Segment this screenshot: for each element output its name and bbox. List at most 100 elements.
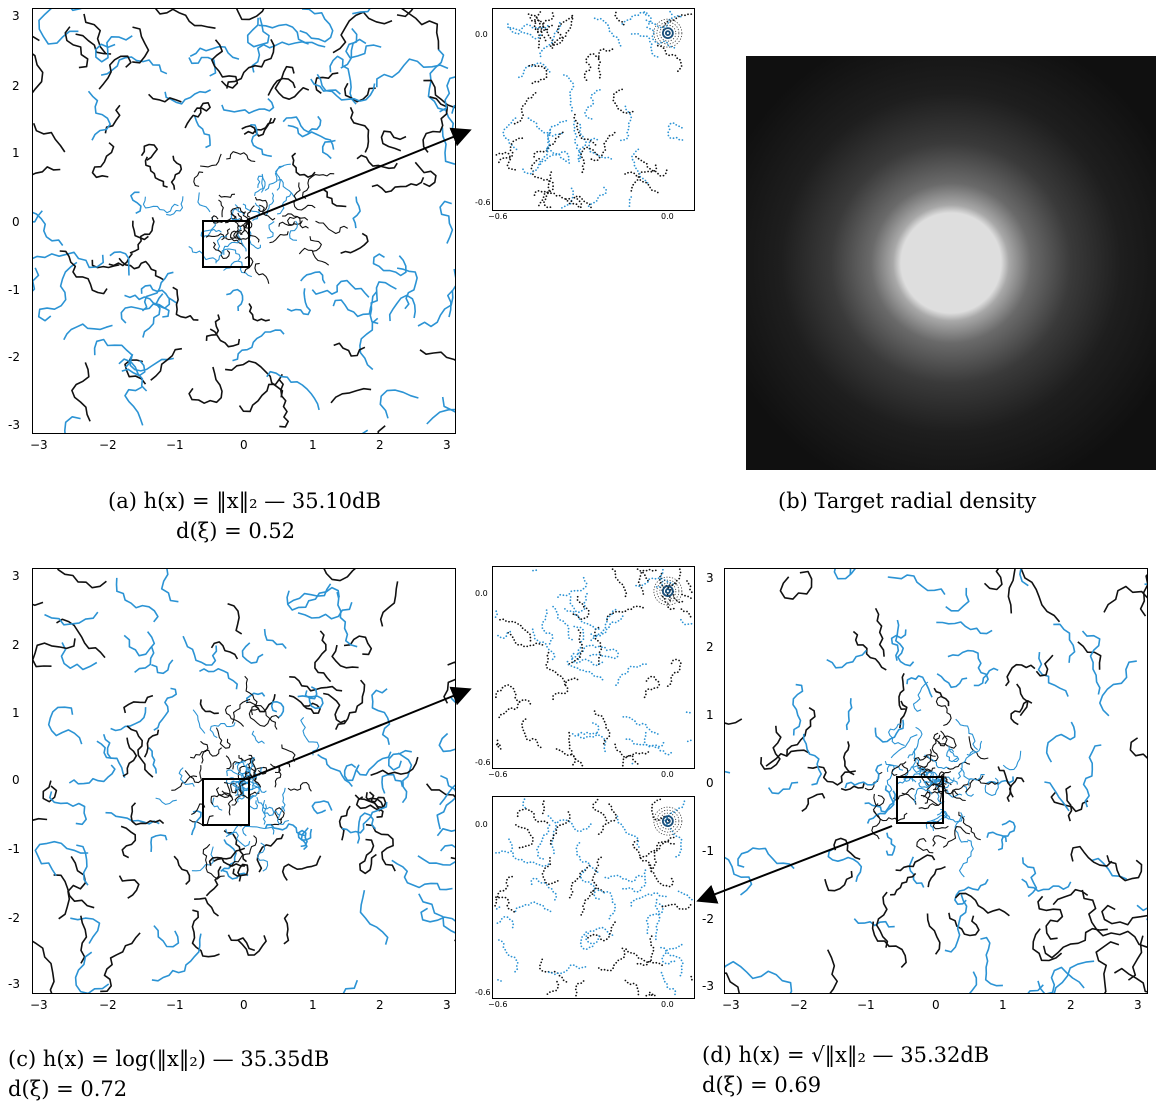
sample-dot xyxy=(579,641,581,644)
sample-dot xyxy=(535,169,537,172)
sample-dot xyxy=(495,852,497,854)
sample-dot xyxy=(571,16,573,19)
sample-dot xyxy=(633,742,635,745)
sample-dot xyxy=(613,875,616,877)
sample-dot xyxy=(579,130,581,132)
sample-dot xyxy=(549,860,551,862)
sample-dot xyxy=(567,663,570,666)
sample-dot xyxy=(508,157,511,159)
sample-dot xyxy=(593,159,596,162)
sample-dot xyxy=(550,192,552,195)
curve-segment xyxy=(359,838,377,875)
sample-dot xyxy=(534,19,536,21)
sample-dot xyxy=(562,120,564,123)
curve-segment xyxy=(63,323,113,341)
sample-dot xyxy=(650,17,652,19)
sample-dot xyxy=(647,916,649,919)
curve-segment xyxy=(886,764,904,772)
sample-dot xyxy=(651,189,653,192)
sample-dot xyxy=(592,890,594,892)
sample-dot xyxy=(581,659,584,661)
curve-segment xyxy=(251,730,265,744)
sample-dot xyxy=(547,134,549,136)
sample-dot xyxy=(597,55,600,57)
sample-dot xyxy=(590,633,593,635)
sample-dot xyxy=(536,639,539,642)
sample-dot xyxy=(551,12,554,14)
sample-dot xyxy=(654,569,657,572)
sample-dot xyxy=(675,835,678,838)
sample-dot xyxy=(518,906,521,909)
curve-segment xyxy=(1019,569,1029,587)
sample-dot xyxy=(533,14,536,17)
sample-dot xyxy=(542,150,545,153)
sample-dot xyxy=(584,112,586,114)
curve-segment xyxy=(134,647,155,674)
sample-dot xyxy=(582,828,585,831)
sample-dot xyxy=(539,11,542,13)
curve-segment xyxy=(230,208,241,221)
sample-dot xyxy=(646,929,649,931)
sample-dot xyxy=(594,627,597,630)
sample-dot xyxy=(597,67,600,70)
sample-dot xyxy=(653,731,656,734)
sample-dot xyxy=(606,137,609,140)
sample-dot xyxy=(504,896,507,899)
sample-dot xyxy=(546,884,548,886)
sample-dot xyxy=(546,157,549,160)
sample-dot xyxy=(521,117,523,119)
sample-dot xyxy=(655,167,658,170)
sample-dot xyxy=(585,61,588,64)
curve-segment xyxy=(33,638,76,668)
sample-dot xyxy=(598,52,600,54)
y-tick: 0 xyxy=(12,773,20,787)
inset-d-y-tick: -0.6 xyxy=(475,988,491,997)
sample-dot xyxy=(602,19,605,22)
sample-dot xyxy=(592,625,595,628)
sample-dot xyxy=(507,684,510,686)
sample-dot xyxy=(565,969,568,972)
sample-dot xyxy=(552,669,554,672)
sample-dot xyxy=(615,36,618,38)
inset-c-y-tick: -0.6 xyxy=(475,758,491,767)
sample-dot xyxy=(661,905,664,908)
sample-dot xyxy=(542,25,544,28)
curve-segment xyxy=(1101,904,1147,926)
caption-a-formula: h(x) = ‖x‖₂ — 35.10dB xyxy=(143,489,381,513)
sample-dot xyxy=(625,887,628,890)
curve-segment xyxy=(725,960,793,993)
curve-segment xyxy=(391,859,453,891)
sample-dot xyxy=(600,856,602,859)
sample-dot xyxy=(644,723,647,726)
sample-dot xyxy=(559,675,562,677)
sample-dot xyxy=(626,981,629,984)
sample-dot xyxy=(541,624,544,626)
sample-dot xyxy=(646,726,648,729)
curve-segment xyxy=(33,251,104,269)
sample-dot xyxy=(537,31,539,34)
sample-dot xyxy=(625,738,628,740)
sample-dot xyxy=(505,887,507,890)
sample-dot xyxy=(495,696,497,699)
sample-dot xyxy=(553,852,555,855)
curve-segment xyxy=(920,767,936,787)
sample-dot xyxy=(690,13,693,15)
sample-dot xyxy=(558,974,561,977)
sample-dot xyxy=(636,743,638,746)
sample-dot xyxy=(531,36,534,38)
sample-dot xyxy=(665,169,668,172)
sample-dot xyxy=(647,852,650,855)
sample-dot xyxy=(550,41,553,44)
curve-segment xyxy=(128,353,174,372)
caption-b: (b) Target radial density xyxy=(778,488,1036,514)
sample-dot xyxy=(562,158,565,161)
sample-dot xyxy=(573,677,576,680)
sample-dot xyxy=(588,69,591,72)
sample-dot xyxy=(626,131,629,134)
y-tick: 2 xyxy=(706,640,714,654)
curve-segment xyxy=(126,725,154,778)
sample-dot xyxy=(681,139,684,141)
sample-dot xyxy=(544,643,547,645)
sample-dot xyxy=(557,136,560,138)
sample-dot xyxy=(570,655,573,657)
